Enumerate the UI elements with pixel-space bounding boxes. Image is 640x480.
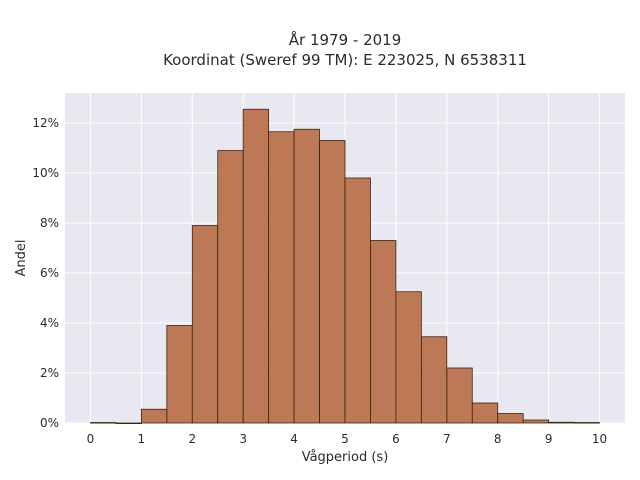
histogram-bars [90, 108, 600, 425]
histogram-bar [319, 140, 346, 424]
y-tick-label: 0% [40, 416, 59, 430]
histogram-bar [242, 108, 270, 424]
histogram-bar [548, 421, 575, 424]
histogram-bar [370, 240, 397, 424]
x-tick-label: 8 [494, 432, 502, 446]
y-tick-label: 4% [40, 316, 59, 330]
histogram-bar [140, 408, 168, 424]
y-tick-label: 2% [40, 366, 59, 380]
x-tick-label: 7 [443, 432, 451, 446]
histogram-bar [191, 225, 219, 424]
histogram-bar [573, 422, 600, 424]
y-tick-label: 10% [32, 166, 59, 180]
histogram-bar [522, 419, 550, 424]
x-tick-label: 10 [592, 432, 607, 446]
histogram-bar [471, 402, 499, 424]
histogram-bar [115, 422, 142, 425]
histogram-bar [420, 336, 448, 424]
y-tick-label: 6% [40, 266, 59, 280]
y-axis-ticks: 0% 2% 4% 6% 8% 10% 12% [32, 116, 59, 430]
histogram-bar [268, 131, 295, 424]
y-axis-label: Andel [14, 240, 29, 277]
x-tick-label: 0 [87, 432, 95, 446]
histogram-bar [344, 177, 371, 424]
histogram-bar [395, 291, 422, 424]
histogram-bar [293, 128, 320, 424]
chart-title-line-2: Koordinat (Sweref 99 TM): E 223025, N 65… [163, 51, 527, 69]
x-tick-label: 4 [290, 432, 298, 446]
y-tick-label: 8% [40, 216, 59, 230]
histogram-bar [166, 325, 193, 424]
chart-title-line-1: År 1979 - 2019 [289, 30, 402, 49]
histogram-bar [217, 150, 244, 424]
x-tick-label: 6 [392, 432, 400, 446]
x-tick-label: 3 [239, 432, 247, 446]
histogram-bar [90, 422, 117, 424]
y-tick-label: 12% [32, 116, 59, 130]
x-axis-ticks: 0 1 2 3 4 5 6 7 8 9 10 [87, 432, 608, 446]
x-axis-label: Vågperiod (s) [302, 450, 389, 465]
x-tick-label: 2 [188, 432, 196, 446]
x-tick-label: 1 [138, 432, 146, 446]
histogram-bar [446, 367, 473, 424]
x-tick-label: 9 [545, 432, 553, 446]
histogram-bar [497, 413, 524, 424]
x-tick-label: 5 [341, 432, 349, 446]
